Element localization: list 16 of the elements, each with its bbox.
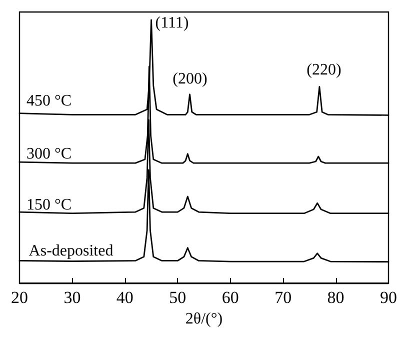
annotation: (220)	[306, 62, 342, 78]
x-tick-label: 50	[169, 288, 186, 308]
x-axis-title: 2θ/(°)	[185, 310, 223, 328]
x-tick-label: 70	[274, 288, 292, 308]
x-tick-label: 40	[116, 288, 134, 308]
annotation: As-deposited	[28, 242, 114, 260]
annotation: 300 °C	[26, 146, 72, 162]
annotation: 450 °C	[26, 92, 72, 110]
x-tick-label: 30	[64, 288, 81, 308]
x-tick-label: 80	[327, 288, 344, 308]
x-tick-label: 90	[380, 288, 397, 308]
annotation: (200)	[172, 70, 208, 88]
annotation: 150 °C	[26, 196, 72, 214]
x-tick-label: 60	[222, 288, 239, 308]
x-tick-label: 20	[11, 288, 28, 308]
annotation: (111)	[155, 14, 189, 32]
